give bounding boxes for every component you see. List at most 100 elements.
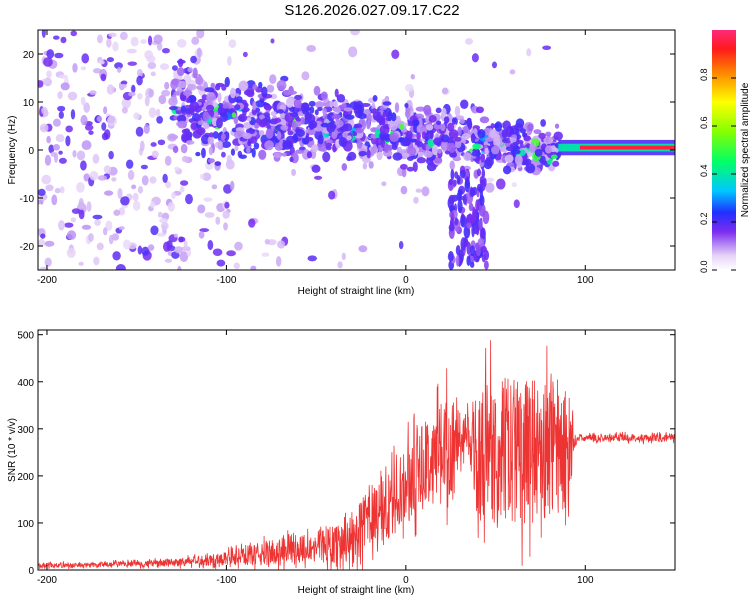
heatmap-cell [157, 211, 163, 218]
heatmap-cell [315, 101, 325, 109]
heatmap-cell [495, 178, 506, 190]
heatmap-cell [112, 251, 121, 261]
heatmap-cell [116, 66, 122, 73]
heatmap-cell [552, 160, 560, 167]
heatmap-cell [253, 123, 260, 129]
snr-x-tick-label: -100 [216, 575, 236, 586]
heatmap-cell [258, 130, 265, 136]
heatmap-cell [529, 142, 536, 154]
heatmap-cell [412, 119, 420, 127]
heatmap-cell [126, 48, 137, 54]
heatmap-cell [140, 164, 148, 170]
heatmap-cell [97, 175, 108, 181]
heatmap-cell [460, 237, 467, 251]
snr-y-label: SNR (10 * v/v) [7, 418, 18, 482]
heatmap-cell [400, 185, 408, 195]
heatmap-cell [433, 156, 443, 164]
heatmap-cell [196, 30, 205, 39]
heatmap-cell [190, 55, 197, 64]
heatmap-cell [286, 140, 293, 149]
heatmap-cell [478, 203, 486, 217]
heatmap-cell [67, 91, 78, 101]
heatmap-cell [314, 129, 323, 140]
heatmap-cell [89, 170, 99, 181]
heatmap-cell [538, 132, 546, 139]
heatmap-cell [525, 143, 531, 149]
heatmap-cell [233, 130, 244, 139]
snr-y-tick-label: 400 [17, 378, 34, 389]
heatmap-cell [273, 118, 282, 124]
heatmap-cell [252, 84, 258, 90]
heatmap-cell [270, 38, 275, 44]
heatmap-cell [189, 104, 195, 116]
heatmap-cell [187, 85, 195, 90]
heatmap-cell [112, 41, 119, 52]
heatmap-cell [150, 225, 159, 236]
heatmap-cell [415, 106, 426, 112]
heatmap-cell [325, 145, 332, 151]
heatmap-cell [162, 173, 168, 184]
heatmap-cell [164, 81, 170, 90]
heatmap-cell [131, 84, 136, 94]
heatmap-cell [78, 197, 84, 206]
heatmap-cell [143, 124, 150, 134]
heatmap-cell [400, 163, 408, 170]
heatmap-cell [99, 60, 105, 65]
heatmap-cell [173, 233, 178, 238]
heatmap-cell [231, 112, 237, 118]
heatmap-cell [181, 132, 191, 144]
heatmap-cell [92, 153, 100, 164]
heatmap-cell [459, 169, 466, 179]
heatmap-cell [229, 180, 235, 191]
heatmap-cell [150, 201, 156, 208]
heatmap-cell [46, 70, 52, 79]
heatmap-cell [460, 99, 469, 110]
heatmap-cell [221, 140, 232, 148]
heatmap-cell [40, 233, 46, 239]
heatmap-cell [391, 144, 398, 151]
heatmap-cell [46, 49, 55, 59]
heatmap-cell [484, 260, 489, 270]
heatmap-cell [177, 67, 185, 76]
heatmap-cell [201, 147, 206, 159]
heatmap-cell [448, 129, 459, 140]
heatmap-cell [261, 252, 270, 257]
heatmap-cell [464, 38, 474, 45]
heatmap-cell [454, 105, 461, 117]
heatmap-cell [485, 182, 495, 193]
heatmap-cell [122, 239, 131, 250]
heatmap-cell [258, 81, 263, 89]
heatmap-cell [58, 150, 63, 155]
heatmap-cell [120, 83, 127, 89]
heatmap-cell [320, 91, 328, 100]
heatmap-cell [516, 139, 524, 145]
heatmap-cell [448, 142, 456, 154]
heatmap-cell [118, 226, 125, 231]
heatmap-cell [410, 74, 415, 80]
heatmap-cell [456, 174, 461, 185]
heatmap-cell [280, 124, 289, 131]
heatmap-cell [81, 224, 92, 230]
heatmap-cell [331, 114, 341, 120]
heatmap-cell [484, 136, 494, 142]
heatmap-cell [471, 151, 482, 157]
heatmap-cell [197, 204, 206, 214]
heatmap-cell [66, 247, 76, 258]
heatmap-cell [366, 120, 371, 130]
heatmap-cell [71, 208, 81, 215]
heatmap-cell [222, 210, 230, 219]
heatmap-cell [96, 242, 104, 251]
heatmap-cell [83, 173, 90, 182]
heatmap-cell [207, 158, 215, 164]
heatmap-cell [165, 181, 172, 189]
heatmap-cell [38, 80, 44, 88]
heatmap-cell [309, 106, 315, 114]
heatmap-cell [460, 214, 467, 228]
heatmap-cell [38, 199, 43, 205]
heatmap-cell [358, 150, 367, 157]
heatmap-cell [158, 94, 167, 105]
heatmap-cell [121, 106, 128, 114]
heatmap-cell [174, 246, 183, 254]
heatmap-cell [330, 123, 337, 130]
heatmap-cell [238, 154, 247, 159]
